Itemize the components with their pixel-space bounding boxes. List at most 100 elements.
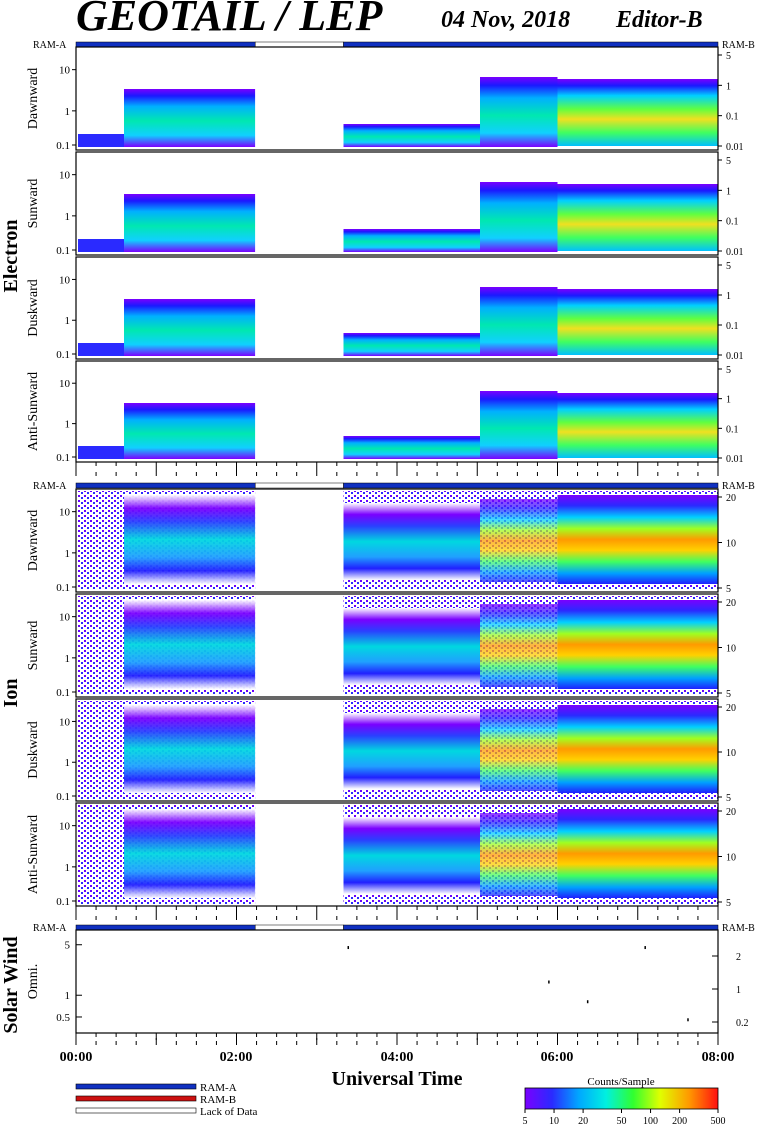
ram-bar-segment (75, 924, 256, 931)
ram-b-label: RAM-B (722, 923, 755, 934)
legend-swatch-ram-b (75, 1095, 197, 1102)
panel-frame (75, 488, 719, 593)
electron-spectrum-rise (480, 391, 558, 459)
ram-bar-segment (254, 41, 344, 48)
y2-tick-label: 20 (726, 703, 736, 714)
y2-tick-label: 1 (726, 81, 731, 92)
ram-bar-segment (75, 41, 256, 48)
y-tick-label: 1 (65, 653, 71, 665)
y2-tick-label: 1 (726, 186, 731, 197)
y-tick-label: 10 (59, 170, 71, 182)
x-tick-label: 00:00 (60, 1050, 93, 1065)
panel-label-sunward: Sunward (26, 621, 41, 671)
data-gap (255, 153, 344, 254)
panel-frame (75, 698, 719, 802)
x-tick-label: 06:00 (541, 1050, 574, 1065)
y2-tick-label: 1 (726, 395, 731, 406)
y2-tick-label: 1 (736, 985, 741, 996)
ion-spectrum-rise (480, 604, 558, 687)
y2-tick-label: 0.1 (726, 112, 739, 123)
x-axis-title: Universal Time (332, 1068, 463, 1090)
panel-frame (75, 46, 719, 151)
electron-spectrum-rise (480, 77, 558, 147)
ion-spectrum-mid (343, 608, 480, 685)
panel-label-dawnward: Dawnward (26, 68, 41, 129)
data-gap (255, 48, 344, 149)
plot-editor: Editor-B (615, 7, 703, 33)
y-tick-label: 10 (59, 821, 71, 833)
panel-frame (75, 256, 719, 360)
electron-spectrum-pre (78, 446, 126, 459)
y-tick-label: 1 (65, 419, 71, 431)
ion-spectrum-late (557, 809, 718, 898)
ram-a-label: RAM-A (33, 40, 67, 51)
ram-bar-segment (343, 924, 719, 931)
y-tick-label: 0.1 (56, 245, 70, 257)
electron-spectrum-late (557, 79, 718, 146)
panel-label-dawnward: Dawnward (26, 510, 41, 571)
ram-a-label: RAM-A (33, 923, 67, 934)
y-tick-label: 1 (65, 106, 71, 118)
y2-tick-label: 0.1 (726, 424, 739, 435)
y-tick-label: 0.1 (56, 896, 70, 908)
legend-swatch-ram-a (75, 1083, 197, 1090)
y2-tick-label: 0.01 (726, 454, 744, 465)
y-tick-label: 1 (65, 757, 71, 769)
ram-legend: RAM-A RAM-B Lack of Data (75, 1082, 258, 1118)
solar-wind-point (548, 980, 550, 984)
ram-bar-segment (254, 924, 344, 931)
electron-spectrum-late (557, 184, 718, 251)
ion-spectrum-rise (480, 813, 558, 896)
data-gap (255, 362, 344, 461)
y2-tick-label: 2 (736, 952, 741, 963)
y-tick-label: 10 (59, 507, 71, 519)
ion-spectrum-early (124, 495, 256, 584)
group-label-electron: Electron (0, 220, 22, 293)
panel-frame (75, 593, 719, 698)
y-tick-label: 10 (59, 612, 71, 624)
electron-spectrum-mid (343, 436, 480, 459)
ion-spectrum-late (557, 600, 718, 689)
y2-tick-label: 5 (726, 365, 731, 376)
colorbar-tick-label: 50 (617, 1116, 627, 1127)
electron-spectrum-early (124, 89, 256, 147)
solar-wind-point (687, 1018, 689, 1022)
ion-spectrum-early (124, 809, 256, 898)
ram-bar-segment (343, 41, 719, 48)
ion-spectrum-early (124, 600, 256, 689)
data-gap (255, 258, 344, 358)
y2-tick-label: 0.1 (726, 321, 739, 332)
colorbar-tick-label: 10 (549, 1116, 559, 1127)
y2-tick-label: 0.2 (736, 1018, 749, 1029)
ram-a-label: RAM-A (33, 481, 67, 492)
colorbar: Counts/Sample 5 10 20 50 100 200 500 (523, 1076, 726, 1127)
data-gap (255, 595, 344, 696)
y-tick-label: 1 (65, 315, 71, 327)
legend-label-ram-b: RAM-B (200, 1094, 236, 1106)
legend-label-lack-of-data: Lack of Data (200, 1106, 258, 1118)
electron-spectrum-early (124, 194, 256, 252)
plot-title: GEOTAIL / LEP (76, 0, 384, 40)
panel-label-duskward: Duskward (26, 721, 41, 779)
ion-spectrum-early (124, 705, 256, 793)
electron-spectrum-rise (480, 287, 558, 356)
y2-tick-label: 5 (726, 793, 731, 804)
ion-spectrum-rise (480, 709, 558, 791)
electron-spectrum-late (557, 393, 718, 458)
ram-bar-segment (75, 482, 256, 489)
electron-spectrum-pre (78, 134, 126, 147)
solar-wind-point (586, 1000, 589, 1004)
colorbar-tick-label: 200 (672, 1116, 687, 1127)
y-tick-label: 5 (65, 940, 71, 952)
y-tick-label: 10 (59, 378, 71, 390)
x-tick-label: 08:00 (702, 1050, 735, 1065)
legend-swatch-lack-of-data (75, 1107, 197, 1114)
y-tick-label: 0.1 (56, 791, 70, 803)
y2-tick-label: 10 (726, 853, 736, 864)
electron-spectrum-mid (343, 229, 480, 252)
y2-tick-label: 20 (726, 493, 736, 504)
data-gap (255, 700, 344, 800)
panel-frame (75, 929, 719, 1034)
electron-spectrum-early (124, 403, 256, 459)
